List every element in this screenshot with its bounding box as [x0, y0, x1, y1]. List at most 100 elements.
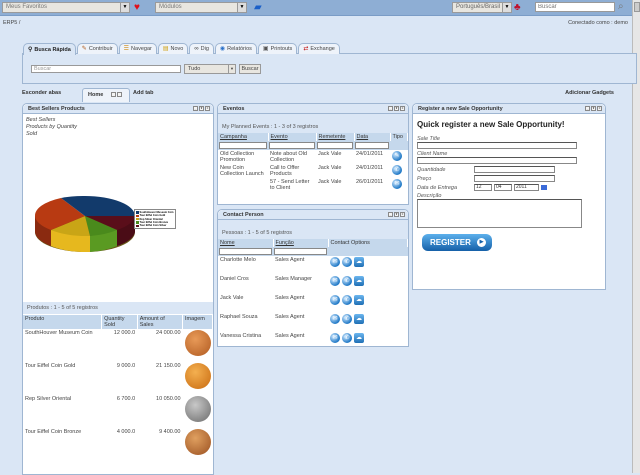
email-icon[interactable]: ✉ — [330, 276, 340, 286]
table-row[interactable]: Charlotte Melo Sales Agent ✉ ✆ ☁ — [220, 257, 364, 267]
breadcrumb[interactable]: ERP5 / — [3, 20, 21, 26]
sort-funcao[interactable]: Função — [273, 239, 329, 247]
tab-relatorios[interactable]: ◉ Relatórios — [214, 43, 257, 54]
price-input[interactable] — [474, 175, 555, 182]
table-row[interactable]: Old Collection Promotion Note about Old C… — [218, 150, 408, 164]
calendar-icon[interactable] — [541, 185, 547, 190]
filter-data[interactable] — [355, 142, 389, 149]
top-search-input[interactable] — [535, 2, 615, 12]
menu-icon[interactable]: ▾ — [591, 106, 596, 111]
chart-legend: SouthHouver Museum Coin Tour Eiffel Coin… — [134, 209, 176, 230]
phone-icon[interactable]: ✆ — [342, 333, 352, 343]
filter-remetente[interactable] — [317, 142, 353, 149]
email-icon[interactable]: ✉ — [330, 333, 340, 343]
phone-icon[interactable]: ✆ — [342, 295, 352, 305]
filter-nome[interactable] — [219, 248, 272, 255]
search-scope-select[interactable]: Tudo ▼ — [184, 64, 236, 74]
magnifier-icon[interactable]: ⌕ — [618, 1, 624, 12]
add-gadgets-link[interactable]: Adicionar Gadgets — [565, 90, 614, 96]
modules-select[interactable]: Módulos ▼ — [155, 2, 247, 13]
table-row[interactable]: Jack Vale Sales Agent ✉ ✆ ☁ — [220, 295, 364, 305]
best-sellers-gadget: Best Sellers Products _ ▾ × Best Sellers P… — [22, 103, 214, 475]
phone-icon[interactable]: ✆ — [342, 276, 352, 286]
tab-busca-rapida[interactable]: ⚲ Busca Rápida — [23, 43, 76, 55]
minimize-icon[interactable]: _ — [388, 212, 393, 217]
tab-menu-icon[interactable] — [111, 92, 116, 97]
sort-evento[interactable]: Evento — [268, 133, 317, 141]
phone-icon[interactable]: ✆ — [342, 314, 352, 324]
scrollbar-thumb[interactable] — [634, 2, 640, 12]
tab-dig[interactable]: ∞ Dig — [189, 43, 214, 54]
language-select[interactable]: Português/Brasil ▼ — [452, 2, 512, 13]
chat-icon[interactable]: ☁ — [354, 314, 364, 324]
printout-icon: ▣ — [262, 46, 269, 52]
menu-icon[interactable]: ▾ — [394, 106, 399, 111]
favorites-select[interactable]: Meus Favoritos ▼ — [2, 2, 130, 13]
sort-nome[interactable]: Nome — [218, 239, 274, 247]
menu-icon[interactable]: ▾ — [394, 212, 399, 217]
filter-funcao[interactable] — [274, 248, 327, 255]
filter-campanha[interactable] — [219, 142, 267, 149]
add-tab-link[interactable]: Add tab — [133, 90, 154, 96]
email-icon[interactable]: ✉ — [330, 314, 340, 324]
phone-icon[interactable]: ✆ — [392, 165, 402, 175]
filter-evento[interactable] — [269, 142, 315, 149]
table-row[interactable]: Vanessa Cristina Sales Agent ✉ ✆ ☁ — [220, 333, 364, 343]
letter-icon[interactable]: ✉ — [392, 179, 402, 189]
note-icon[interactable]: ✎ — [392, 151, 402, 161]
tab-home[interactable]: Home — [82, 88, 130, 102]
minimize-icon[interactable]: _ — [585, 106, 590, 111]
form-heading: Quick register a new Sale Opportunity! — [417, 120, 565, 129]
contact-person-gadget: Contact Person _ ▾ × Pessoas : 1 - 5 of 5 … — [217, 209, 409, 347]
close-icon[interactable]: × — [400, 212, 405, 217]
chat-icon[interactable]: ☁ — [354, 257, 364, 267]
chat-icon[interactable]: ☁ — [354, 276, 364, 286]
description-textarea[interactable] — [417, 199, 582, 228]
tab-novo[interactable]: ▤ Novo — [157, 43, 189, 54]
users-icon[interactable]: ♣ — [514, 2, 521, 13]
minimize-icon[interactable]: _ — [193, 106, 198, 111]
folder-open-icon[interactable]: ▰ — [254, 2, 262, 13]
email-icon[interactable]: ✉ — [330, 257, 340, 267]
tab-printouts[interactable]: ▣ Printouts — [257, 43, 298, 54]
sort-remetente[interactable]: Remetente — [316, 133, 355, 141]
date-year-input[interactable]: 2011 — [514, 184, 539, 191]
search-button[interactable]: Buscar — [239, 64, 261, 74]
tab-exchange[interactable]: ⇄ Exchange — [298, 43, 340, 54]
chart-title: Best Sellers Products by Quantity Sold — [26, 117, 78, 137]
quantity-input[interactable] — [474, 166, 555, 173]
tab-navegar[interactable]: ☰ Navegar — [118, 43, 157, 54]
table-row[interactable]: SouthHouver Museum Coin 12 000.0 24 000.00 — [23, 329, 213, 362]
email-icon[interactable]: ✉ — [330, 295, 340, 305]
menu-icon[interactable]: ▾ — [199, 106, 204, 111]
register-button[interactable]: REGISTER ▶ — [422, 234, 492, 251]
close-icon[interactable] — [117, 92, 122, 97]
quick-search-input[interactable]: Buscar — [31, 65, 181, 73]
client-name-input[interactable] — [417, 157, 577, 164]
sort-campanha[interactable]: Campanha — [218, 133, 269, 141]
table-row[interactable]: Tour Eiffel Coin Gold 9 000.0 21 150.00 — [23, 362, 213, 395]
chat-icon[interactable]: ☁ — [354, 333, 364, 343]
table-row[interactable]: Rep Silver Oriental 6 700.0 10 050.00 — [23, 395, 213, 428]
hide-tabs-link[interactable]: Esconder abas — [22, 90, 62, 96]
phone-icon[interactable]: ✆ — [342, 257, 352, 267]
minimize-icon[interactable]: _ — [388, 106, 393, 111]
sort-data[interactable]: Data — [354, 133, 391, 141]
date-day-input[interactable]: 12 — [474, 184, 492, 191]
sale-title-input[interactable] — [417, 142, 577, 149]
close-icon[interactable]: × — [400, 106, 405, 111]
tab-contribuir[interactable]: ✎ Contribuir — [76, 43, 118, 54]
table-row[interactable]: Raphael Souza Sales Agent ✉ ✆ ☁ — [220, 314, 364, 324]
heart-icon[interactable]: ♥ — [134, 2, 140, 13]
table-row[interactable]: 57 - Send Letter to Client Jack Vale 26/01… — [218, 178, 408, 192]
events-gadget: Eventos _ ▾ × My Planned Events : 1 - 3 of… — [217, 103, 409, 205]
table-row[interactable]: New Coin Collection Launch Call to Offer … — [218, 164, 408, 178]
close-icon[interactable]: × — [597, 106, 602, 111]
quick-tabs: ⚲ Busca Rápida ✎ Contribuir ☰ Navegar ▤ Novo… — [23, 43, 341, 55]
table-row[interactable]: Daniel Cros Sales Manager ✉ ✆ ☁ — [220, 276, 364, 286]
table-row[interactable]: Tour Eiffel Coin Bronze 4 000.0 9 400.00 — [23, 428, 213, 461]
chat-icon[interactable]: ☁ — [354, 295, 364, 305]
status-bar: ERP5 / Conectado como : demo — [0, 16, 632, 29]
date-month-input[interactable]: 04 — [494, 184, 512, 191]
close-icon[interactable]: × — [205, 106, 210, 111]
